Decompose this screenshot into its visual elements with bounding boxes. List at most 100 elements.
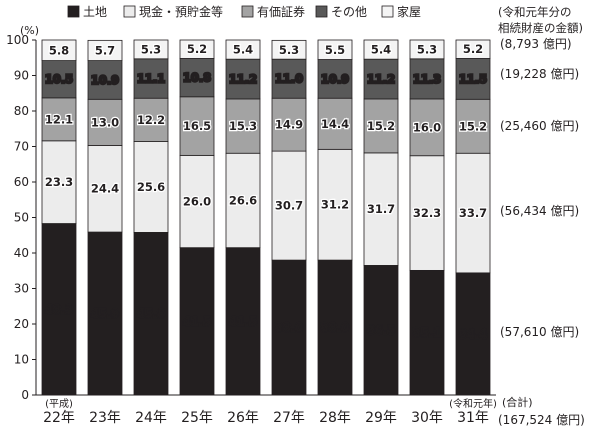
- data-label: 5.4: [233, 43, 253, 57]
- data-label: 48.3: [45, 302, 73, 316]
- bar-segment: [317, 39, 353, 60]
- y-tick-label: 30: [14, 282, 29, 296]
- series-amount-label: (25,460 億円): [500, 119, 579, 133]
- data-label: 41.5: [183, 314, 211, 328]
- series-amount-label: (19,228 億円): [500, 67, 579, 81]
- bar-segment: [87, 60, 123, 100]
- legend-label: 家屋: [397, 4, 421, 19]
- data-label: 25.6: [137, 180, 165, 194]
- bar-segment: [179, 247, 215, 396]
- data-label: 11.2: [229, 72, 257, 86]
- data-label: 12.2: [137, 113, 165, 127]
- data-label: 11.1: [137, 72, 165, 86]
- data-label: 31.2: [321, 198, 349, 212]
- bars: 48.3 23.3 12.1 10.5 5.8 45.9 24.4 13.0 10.9 5.7 45…: [41, 39, 491, 396]
- total-value: (167,524 億円): [498, 413, 585, 427]
- bar-segment: [455, 39, 491, 59]
- legend-label: 有価証券: [257, 4, 305, 19]
- total-label: (合計): [502, 395, 533, 409]
- x-axis: 22年 23年 24年 25年 26年 27年 28年 29年 30年 31年 (平成) (令和元年): [43, 397, 497, 426]
- data-label: 23.3: [45, 175, 73, 189]
- data-label: 30.7: [275, 199, 303, 213]
- data-label: 5.2: [187, 42, 207, 56]
- bar-segment: [179, 39, 215, 59]
- data-label: 12.1: [45, 112, 73, 126]
- data-label: 10.9: [321, 72, 349, 86]
- data-label: 14.4: [321, 117, 349, 131]
- bar-segment: [225, 39, 261, 60]
- legend-swatch: [67, 5, 80, 18]
- bar-segment: [133, 141, 169, 233]
- data-label: 5.3: [279, 43, 299, 57]
- data-label: 14.9: [275, 118, 303, 132]
- bar-segment: [133, 58, 169, 99]
- bar-segment: [271, 259, 307, 396]
- bar-segment: [225, 98, 261, 154]
- bar-segment: [317, 97, 353, 150]
- x-tick-label: 22年: [43, 410, 75, 426]
- bar-segment: [271, 150, 307, 261]
- data-label: 10.5: [45, 72, 73, 86]
- bar-segment: [179, 154, 215, 249]
- bar-segment: [455, 152, 491, 274]
- data-label: 45.9: [91, 307, 119, 321]
- bar-segment: [271, 97, 307, 152]
- right-header-line: 相続財産の金額): [498, 21, 583, 35]
- data-label: 10.8: [183, 71, 211, 85]
- bar-segment: [87, 231, 123, 396]
- series-amount-label: (56,434 億円): [500, 204, 579, 218]
- data-label: 26.6: [229, 193, 257, 207]
- bar-segment: [87, 39, 123, 61]
- bar-segment: [41, 223, 77, 396]
- data-label: 34.4: [459, 327, 487, 341]
- data-label: 41.5: [229, 314, 257, 328]
- x-tick-label: 31年: [457, 410, 489, 426]
- y-tick-label: 50: [14, 211, 29, 225]
- bar-segment: [271, 58, 307, 99]
- bar-segment: [409, 39, 445, 60]
- bar-segment: [41, 140, 77, 224]
- x-tick-label: 30年: [411, 410, 443, 426]
- bar-segment: [225, 152, 261, 249]
- bar-segment: [317, 148, 353, 261]
- data-label: 5.5: [325, 43, 345, 57]
- data-label: 16.5: [183, 119, 211, 133]
- bar-segment: [409, 98, 445, 157]
- right-header-line: (令和元年分の: [498, 5, 572, 19]
- data-label: 16.0: [413, 120, 441, 134]
- x-tick-label: 25年: [181, 410, 213, 426]
- data-label: 32.3: [413, 206, 441, 220]
- bar-segment: [179, 96, 215, 156]
- y-tick-label: 0: [21, 388, 29, 402]
- bar-segment: [317, 59, 353, 99]
- y-tick-label: 90: [14, 69, 29, 83]
- y-axis-unit-label: (%): [20, 24, 39, 37]
- series-amount-label: (8,793 億円): [500, 37, 572, 51]
- legend-swatch: [241, 5, 254, 18]
- data-label: 35.1: [413, 326, 441, 340]
- data-label: 45.8: [137, 307, 165, 321]
- y-tick-label: 70: [14, 140, 29, 154]
- x-tick-label: 28年: [319, 410, 351, 426]
- data-label: 11.2: [367, 72, 395, 86]
- y-tick-label: 80: [14, 104, 29, 118]
- data-label: 11.5: [459, 72, 487, 86]
- bar-segment: [41, 60, 77, 99]
- bar-segment: [409, 58, 445, 100]
- x-tick-label: 23年: [89, 410, 121, 426]
- legend-swatch: [123, 5, 136, 18]
- data-label: 5.4: [371, 43, 391, 57]
- bar-segment: [271, 39, 307, 60]
- data-label: 5.3: [417, 42, 437, 56]
- data-label: 36.5: [367, 323, 395, 337]
- bar-segment: [409, 269, 445, 396]
- y-tick-label: 40: [14, 246, 29, 260]
- x-tick-label: 24年: [135, 410, 167, 426]
- x-tick-label: 29年: [365, 410, 397, 426]
- data-label: 15.2: [459, 119, 487, 133]
- bar-segment: [41, 97, 77, 142]
- category-note: (平成): [45, 398, 73, 410]
- data-label: 33.7: [459, 206, 487, 220]
